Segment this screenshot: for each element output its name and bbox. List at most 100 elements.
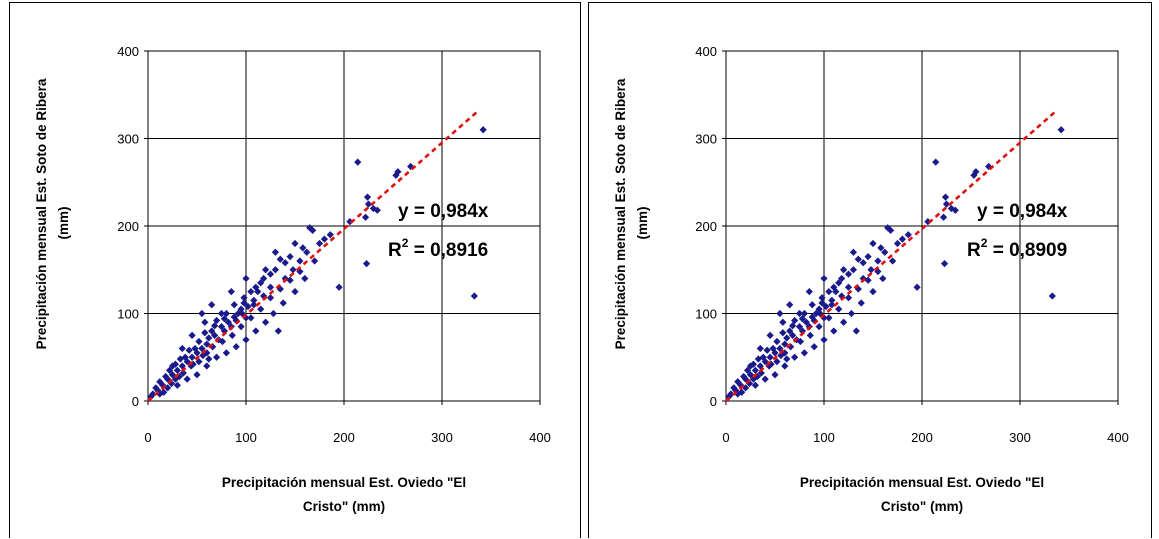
data-point xyxy=(168,371,177,379)
data-point xyxy=(244,302,252,311)
data-point xyxy=(869,288,877,296)
data-point xyxy=(232,343,240,351)
data-point xyxy=(869,239,877,248)
y-tick-label: 200 xyxy=(117,219,139,234)
y-tick-label: 200 xyxy=(695,219,717,234)
r-squared-value: = 0,8916 xyxy=(408,240,488,261)
x-tick-label: 0 xyxy=(144,430,151,445)
data-point xyxy=(211,322,219,330)
y-tick-label: 400 xyxy=(117,44,139,59)
data-point xyxy=(234,309,242,318)
data-point xyxy=(743,366,752,374)
data-point xyxy=(746,362,755,370)
data-point xyxy=(198,344,206,353)
data-point xyxy=(188,353,196,361)
data-point xyxy=(805,288,813,296)
data-point xyxy=(749,360,758,368)
data-point xyxy=(335,283,343,291)
data-point xyxy=(887,226,895,234)
data-point xyxy=(1048,292,1056,300)
r-squared-label: R2 = 0,8916 xyxy=(388,236,488,261)
data-point xyxy=(877,244,885,252)
data-point xyxy=(864,253,872,261)
x-tick-label: 200 xyxy=(333,430,355,445)
x-tick-label: 400 xyxy=(529,430,551,445)
data-point xyxy=(211,331,219,339)
data-point xyxy=(320,235,328,243)
data-point xyxy=(859,259,867,267)
data-point xyxy=(222,309,230,318)
data-point xyxy=(363,193,372,201)
data-point xyxy=(835,305,843,313)
data-point xyxy=(183,375,191,383)
data-point xyxy=(286,276,294,284)
data-point xyxy=(939,213,948,221)
x-tick-label: 400 xyxy=(1107,430,1129,445)
data-point xyxy=(217,309,226,318)
data-point xyxy=(208,301,216,309)
data-point xyxy=(830,283,838,291)
data-point xyxy=(942,200,951,208)
r-squared-superscript: 2 xyxy=(402,236,409,250)
data-point xyxy=(178,344,186,353)
data-point xyxy=(276,255,284,263)
data-point xyxy=(240,299,248,307)
data-point xyxy=(832,288,840,296)
data-point xyxy=(806,331,814,339)
data-point xyxy=(269,309,278,318)
data-point xyxy=(262,266,270,274)
x-axis-title-line1: Precipitación mensual Est. Oviedo "El xyxy=(222,475,466,490)
data-point xyxy=(947,204,955,213)
data-point xyxy=(734,378,742,386)
data-point xyxy=(299,244,307,252)
data-point xyxy=(864,276,872,284)
data-point xyxy=(224,318,232,326)
data-point xyxy=(250,296,258,304)
r-squared-value: = 0,8909 xyxy=(987,240,1067,261)
data-point xyxy=(218,337,227,346)
data-point xyxy=(857,299,865,307)
data-point xyxy=(152,384,160,392)
data-point xyxy=(867,266,875,274)
data-point xyxy=(783,334,791,342)
data-point xyxy=(162,372,170,381)
data-point xyxy=(254,288,262,296)
data-point xyxy=(470,292,478,300)
data-point xyxy=(217,323,226,331)
data-point xyxy=(279,299,287,307)
y-axis-title-line1: Precipitación mensual Est. Soto de Riber… xyxy=(613,78,628,349)
r-squared-r: R xyxy=(967,240,981,261)
data-point xyxy=(205,334,213,342)
data-point xyxy=(227,288,235,296)
data-point xyxy=(756,362,764,370)
x-tick-label: 300 xyxy=(431,430,453,445)
data-point xyxy=(941,193,950,201)
x-axis-title-line2: Cristo" (mm) xyxy=(303,499,385,514)
data-point xyxy=(188,331,196,339)
data-point xyxy=(271,266,279,274)
data-point xyxy=(266,294,275,302)
data-point xyxy=(242,336,250,344)
data-point xyxy=(309,226,317,234)
y-axis-title-line2: (mm) xyxy=(56,207,71,240)
x-tick-label: 100 xyxy=(813,430,835,445)
x-tick-label: 200 xyxy=(911,430,933,445)
data-point xyxy=(315,239,324,248)
data-point xyxy=(844,294,853,302)
data-point xyxy=(191,344,199,353)
x-axis-title-line2: Cristo" (mm) xyxy=(881,499,963,514)
y-tick-label: 0 xyxy=(132,394,139,409)
data-point xyxy=(271,248,279,256)
data-point xyxy=(242,274,250,283)
data-point xyxy=(230,301,238,309)
data-point xyxy=(173,366,181,374)
data-point xyxy=(808,301,816,309)
data-point xyxy=(173,381,181,389)
data-point xyxy=(262,318,270,326)
data-point xyxy=(257,305,265,313)
data-point xyxy=(296,257,304,265)
y-tick-label: 100 xyxy=(695,307,717,322)
data-point xyxy=(795,309,804,318)
data-point xyxy=(786,327,794,335)
data-point xyxy=(369,204,377,213)
